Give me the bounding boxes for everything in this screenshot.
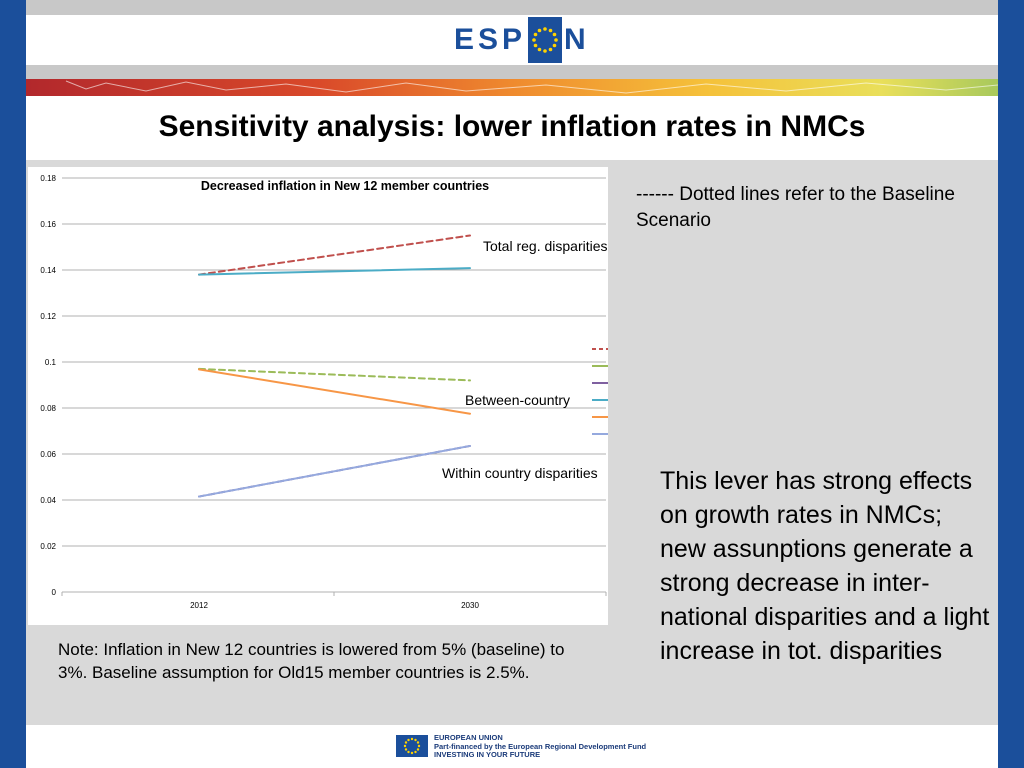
logo-text-right: N: [564, 23, 590, 56]
logo-text-left: ESP: [454, 23, 527, 56]
y-tick-label: 0.06: [40, 450, 56, 459]
espon-logo: ESP N: [454, 17, 590, 63]
gray-band: [26, 65, 998, 79]
chart-container: 0 0.02 0.04 0.06 0.08 0.1 0.12 0.14 0.16 0.18 2012…: [28, 167, 608, 625]
inflation-note: Note: Inflation in New 12 countries is l…: [58, 640, 565, 682]
lever-description: This lever has strong effects on growth …: [660, 467, 990, 665]
eu-line-3: INVESTING IN YOUR FUTURE: [434, 750, 541, 759]
map-decoration-strip: [26, 79, 998, 96]
y-tick-label: 0.14: [40, 266, 56, 275]
dotted-lines-note: ------ Dotted lines refer to the Baselin…: [636, 184, 955, 231]
series-line: [198, 234, 471, 276]
series-line: [198, 368, 471, 415]
eu-line-2: Part-financed by the European Regional D…: [434, 741, 647, 751]
top-gray-strip: [26, 0, 998, 15]
y-tick-label: 0.1: [45, 358, 57, 367]
y-tick-label: 0: [52, 588, 57, 597]
eu-line-1: EUROPEAN UNION: [434, 733, 503, 742]
series-line: [198, 267, 471, 276]
slide-title: Sensitivity analysis: lower inflation ra…: [158, 110, 866, 143]
chart-annotation: Within country disparities: [442, 465, 598, 481]
eu-stars-icon: [528, 17, 563, 63]
y-tick-label: 0.08: [40, 404, 56, 413]
title-area: Sensitivity analysis: lower inflation ra…: [26, 96, 998, 160]
x-tick-label: 2012: [190, 601, 208, 610]
series-line: [198, 367, 471, 382]
line-chart: 0 0.02 0.04 0.06 0.08 0.1 0.12 0.14 0.16 0.18 2012…: [40, 174, 608, 610]
chart-title: Decreased inflation in New 12 member cou…: [201, 179, 489, 193]
header-bar: ESP N: [26, 15, 998, 65]
eu-flag-icon: [396, 735, 428, 757]
footer-bar: EUROPEAN UNION Part-financed by the Euro…: [26, 725, 998, 768]
chart-annotation: Total reg. disparities: [483, 238, 608, 254]
y-tick-label: 0.02: [40, 542, 56, 551]
left-blue-border: [0, 0, 26, 768]
series-line: [198, 444, 471, 498]
y-tick-label: 0.04: [40, 496, 56, 505]
x-tick-label: 2030: [461, 601, 479, 610]
y-tick-label: 0.18: [40, 174, 56, 183]
eu-funding-text: EUROPEAN UNION Part-financed by the Euro…: [434, 733, 647, 760]
chart-annotation: Between-country: [465, 392, 570, 408]
right-blue-border: [998, 0, 1024, 768]
y-tick-label: 0.12: [40, 312, 56, 321]
y-tick-label: 0.16: [40, 220, 56, 229]
